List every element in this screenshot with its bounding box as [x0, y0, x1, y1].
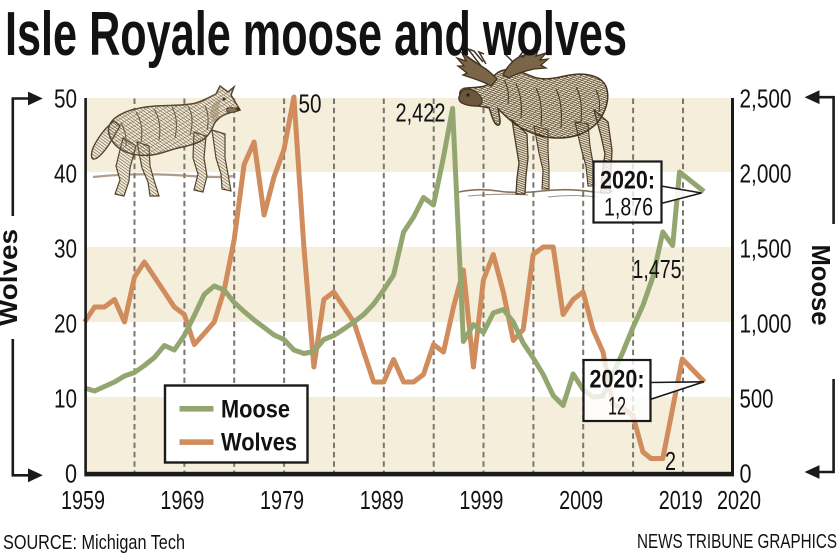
svg-text:10: 10 [54, 384, 77, 414]
svg-text:2,500: 2,500 [740, 84, 792, 114]
svg-text:Wolves: Wolves [221, 429, 297, 457]
svg-text:Moose: Moose [221, 396, 290, 424]
svg-text:NEWS TRIBUNE GRAPHICS: NEWS TRIBUNE GRAPHICS [637, 530, 837, 553]
svg-text:SOURCE: Michigan Tech: SOURCE: Michigan Tech [3, 532, 185, 554]
svg-text:Isle Royale moose and wolves: Isle Royale moose and wolves [5, 0, 627, 69]
svg-text:40: 40 [54, 159, 77, 189]
svg-text:2009: 2009 [559, 485, 603, 515]
svg-text:30: 30 [54, 234, 77, 264]
svg-text:1,500: 1,500 [740, 234, 792, 264]
svg-text:2,422: 2,422 [396, 98, 446, 128]
svg-text:1999: 1999 [459, 485, 503, 515]
svg-text:2: 2 [665, 446, 676, 476]
svg-text:Wolves: Wolves [0, 229, 23, 326]
svg-text:1979: 1979 [260, 485, 304, 515]
svg-text:1989: 1989 [360, 485, 404, 515]
svg-text:1969: 1969 [160, 485, 204, 515]
svg-text:0: 0 [65, 459, 77, 489]
svg-text:1959: 1959 [61, 485, 105, 515]
svg-text:0: 0 [740, 459, 752, 489]
svg-text:12: 12 [608, 393, 626, 421]
svg-text:2020:: 2020: [590, 366, 645, 394]
svg-text:20: 20 [54, 309, 77, 339]
svg-text:2020: 2020 [717, 485, 761, 515]
svg-text:50: 50 [299, 89, 322, 119]
svg-text:2019: 2019 [659, 485, 703, 515]
svg-text:2,000: 2,000 [740, 159, 792, 189]
svg-text:1,475: 1,475 [633, 254, 682, 284]
svg-text:50: 50 [54, 84, 77, 114]
svg-text:Moose: Moose [806, 245, 836, 326]
svg-text:500: 500 [740, 384, 774, 414]
svg-text:2020:: 2020: [600, 167, 655, 195]
svg-text:1,000: 1,000 [740, 309, 792, 339]
svg-text:1,876: 1,876 [604, 194, 653, 222]
